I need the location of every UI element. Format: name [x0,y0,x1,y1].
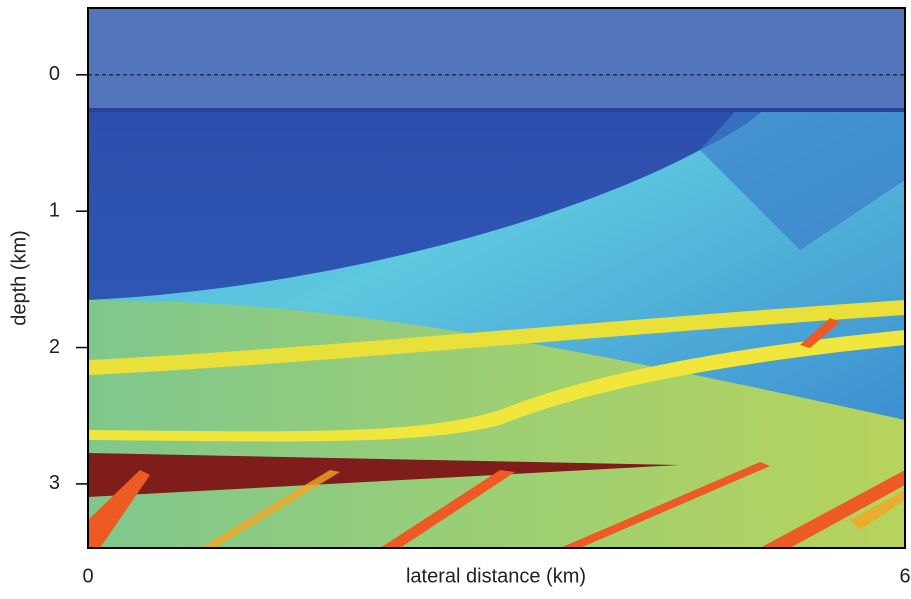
y-tick-label: 2 [49,336,60,358]
wedge [88,453,680,497]
y-tick-label: 3 [49,472,60,494]
stripes [200,470,905,548]
stripes [88,318,905,548]
layer [88,300,905,375]
x-tick-label: 6 [899,565,910,587]
seafloor [88,108,905,112]
plot-frame [87,7,906,549]
y-axis-label: depth (km) [8,230,30,326]
y-tick-label: 0 [49,63,60,85]
water-layer [88,8,905,110]
x-axis-label: lateral distance (km) [406,565,586,587]
x-tick-label: 0 [82,565,93,587]
y-tick-label: 1 [49,199,60,221]
layer [88,330,905,442]
image [88,8,905,548]
